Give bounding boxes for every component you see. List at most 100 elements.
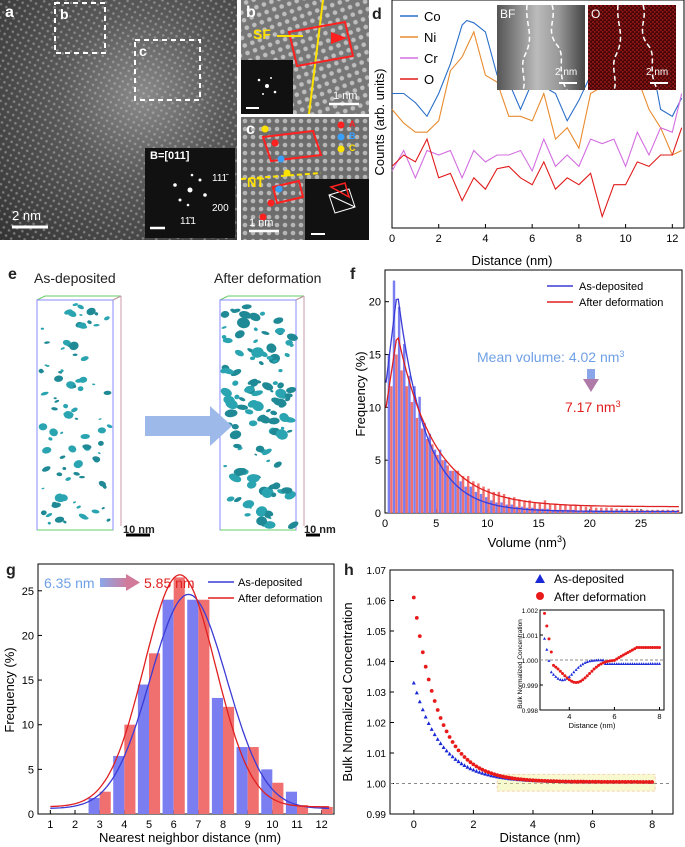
inset-point-after-deformation [565, 676, 569, 680]
cluster [253, 327, 258, 332]
inset-point-after-deformation [615, 657, 619, 661]
inset-point-as-deposited [608, 662, 612, 665]
bar-as-deposited [392, 280, 396, 513]
bar-as-deposited [607, 511, 611, 513]
cluster [97, 452, 101, 455]
inset-point-as-deposited [649, 662, 652, 665]
bar-as-deposited [449, 470, 452, 513]
nn-before-label: 6.35 nm [44, 575, 95, 591]
point-after-deformation [414, 616, 419, 620]
cluster [222, 337, 233, 344]
bar-after-deformation [507, 497, 511, 513]
bar-as-deposited [643, 511, 647, 513]
point-after-deformation [444, 729, 449, 734]
cluster [223, 395, 235, 405]
cluster [78, 513, 88, 520]
chart-f-tick-label: 20 [369, 297, 381, 309]
inset-point-after-deformation [608, 659, 612, 663]
inset-point-after-deformation [594, 665, 598, 669]
bar-as-deposited [638, 511, 642, 513]
bar-as-deposited [633, 511, 636, 513]
bar-after-deformation [198, 599, 210, 814]
bar-as-deposited [587, 510, 590, 513]
bar-after-deformation [223, 706, 235, 814]
inset-point-after-deformation [655, 646, 659, 649]
bar-after-deformation [431, 444, 434, 513]
bar-after-deformation [559, 504, 562, 513]
bar-after-deformation [390, 386, 393, 513]
legend-label: After deformation [554, 590, 646, 604]
bar-after-deformation [272, 782, 284, 814]
bar-as-deposited [653, 511, 657, 513]
inset-point-as-deposited [590, 659, 594, 662]
cluster [101, 507, 105, 510]
chart-h-tick-label: 2 [470, 819, 476, 831]
cluster [268, 483, 277, 490]
point-after-deformation [641, 780, 646, 784]
legend-marker-as-deposited [535, 574, 545, 583]
inset-point-as-deposited [572, 670, 576, 674]
panel-label-h: h [344, 562, 354, 579]
cluster [242, 500, 255, 509]
cluster [256, 516, 267, 526]
cluster [54, 375, 64, 382]
chart-d-tick-label: 12 [666, 233, 678, 245]
bar-after-deformation [492, 491, 495, 513]
cluster [54, 493, 64, 502]
inset-point-as-deposited [552, 672, 555, 676]
cluster [258, 361, 264, 366]
point-after-deformation [477, 766, 482, 770]
point-after-deformation [581, 779, 586, 784]
inset-point-after-deformation [563, 674, 567, 678]
chart-g-tick-label: 5 [28, 764, 34, 776]
inset-point-after-deformation [635, 646, 639, 649]
chart-f-tick-label: 0 [375, 508, 381, 520]
chart-g: 1 2 3 4 5 6 7 8 9 10 11 120510152025As-depositedAft… [2, 563, 335, 845]
point-after-deformation [453, 744, 458, 749]
box-top [219, 295, 305, 301]
point-after-deformation [411, 595, 416, 600]
scale-label-c: 1 nm [249, 217, 274, 229]
inset-point-as-deposited [630, 662, 634, 665]
chart-h-tick-label: 1.02 [367, 719, 387, 730]
point-as-deposited [474, 768, 479, 773]
cluster [62, 339, 71, 346]
inset-point-after-deformation [590, 669, 594, 673]
cluster [52, 501, 57, 506]
cluster [71, 407, 78, 413]
inset-point-after-deformation [630, 648, 634, 652]
cluster [65, 477, 71, 481]
chart-g-tick-label: 6 [171, 819, 177, 831]
point-after-deformation [593, 779, 598, 784]
bar-as-deposited [577, 510, 580, 513]
after-volume-label: 7.17 nm3 [565, 399, 621, 415]
bar-after-deformation [564, 504, 567, 513]
cluster [72, 303, 79, 307]
point-after-deformation [525, 778, 529, 782]
point-as-deposited [486, 772, 491, 777]
cluster [66, 381, 76, 389]
cluster [54, 516, 65, 523]
cluster [67, 310, 77, 318]
cluster [246, 480, 257, 489]
chart-g-tick-label: 2 [72, 819, 78, 831]
bar-as-deposited [551, 509, 554, 513]
cluster [231, 308, 241, 313]
inset-point-as-deposited [633, 662, 637, 665]
cluster [251, 390, 263, 397]
bar-as-deposited [474, 491, 478, 513]
bar-after-deformation [487, 488, 490, 513]
bar-after-deformation [594, 507, 598, 513]
bar-as-deposited [495, 502, 498, 513]
chart-f-xlabel: Volume (nm3) [488, 534, 567, 550]
point-after-deformation [501, 774, 506, 779]
point-after-deformation [447, 735, 452, 739]
cluster [51, 407, 58, 411]
bar-after-deformation [533, 502, 536, 513]
cluster [60, 347, 65, 350]
cluster [49, 428, 58, 437]
chart-g-tick-label: 5 [146, 819, 152, 831]
chart-f-tick-label: 5 [375, 455, 381, 467]
inset-point-as-deposited [606, 662, 610, 665]
chart-d-tick-label: 0 [389, 233, 395, 245]
